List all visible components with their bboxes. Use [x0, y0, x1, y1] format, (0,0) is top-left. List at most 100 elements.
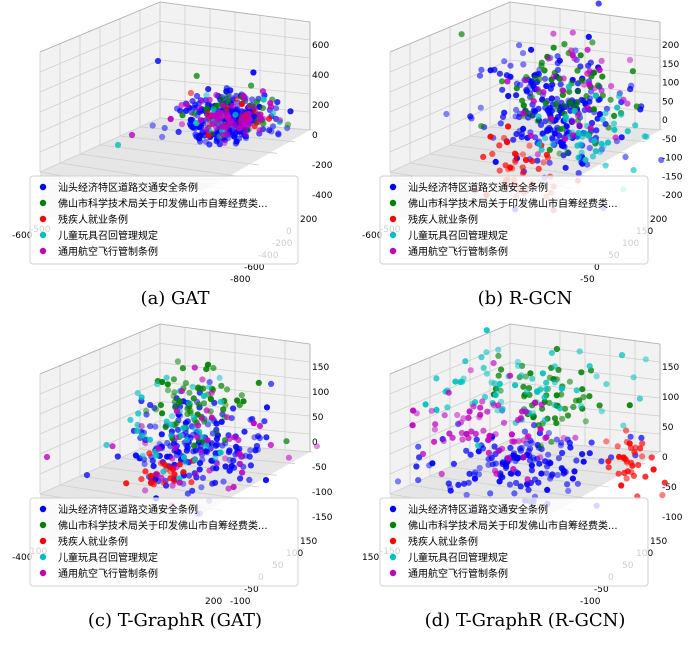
depth-tick-label: 200	[650, 215, 667, 225]
data-point	[574, 480, 581, 487]
data-point	[546, 159, 553, 166]
data-point	[465, 479, 472, 486]
data-point	[463, 491, 470, 499]
box-edge	[389, 1, 661, 53]
data-point	[203, 126, 210, 133]
legend-label: 汕头经济特区道路交通安全条例	[58, 503, 198, 516]
depth-tick-label: 150	[300, 537, 317, 547]
data-point	[199, 98, 206, 105]
data-point	[560, 434, 567, 442]
data-point	[460, 415, 467, 422]
data-point	[149, 122, 156, 129]
data-point	[516, 42, 523, 49]
box-edge	[389, 323, 661, 375]
data-point	[483, 327, 490, 334]
data-point	[283, 438, 290, 445]
data-point	[206, 384, 213, 391]
data-point	[268, 103, 275, 110]
data-point	[134, 427, 141, 434]
data-point	[553, 420, 560, 427]
data-point	[569, 52, 576, 59]
data-point	[184, 490, 191, 497]
data-point	[169, 482, 176, 489]
data-point	[561, 143, 568, 150]
data-point	[513, 479, 520, 487]
data-point	[138, 394, 145, 401]
data-point	[245, 110, 252, 117]
data-point	[549, 81, 556, 88]
grid-line	[389, 420, 511, 475]
data-point	[141, 460, 148, 468]
data-point	[548, 438, 555, 445]
data-point	[632, 444, 639, 451]
data-point	[270, 110, 277, 117]
data-point	[499, 405, 506, 413]
data-point	[494, 407, 501, 414]
data-point	[575, 133, 582, 140]
data-point	[540, 89, 547, 96]
data-point	[218, 123, 225, 130]
legend-marker	[389, 215, 397, 223]
data-point	[544, 463, 551, 470]
chart-panel: 150100500-50-100-150150100500-50-100-400…	[12, 323, 333, 631]
data-point	[501, 58, 508, 65]
data-point	[458, 31, 465, 38]
data-point	[480, 153, 487, 160]
data-point	[507, 62, 514, 69]
data-point	[594, 115, 601, 122]
data-point	[558, 99, 565, 106]
data-point	[528, 112, 535, 119]
data-point	[174, 358, 181, 365]
data-point	[638, 434, 645, 441]
data-point	[217, 449, 224, 456]
data-point	[553, 100, 560, 107]
legend-marker	[389, 247, 397, 255]
data-point	[578, 149, 585, 156]
data-point	[210, 365, 217, 372]
grid-line	[39, 439, 161, 495]
data-point	[489, 150, 496, 157]
data-point	[519, 50, 527, 57]
data-point	[521, 428, 528, 435]
data-point	[524, 476, 531, 483]
data-point	[458, 429, 465, 437]
data-point	[463, 447, 470, 454]
data-point	[598, 87, 605, 94]
data-point	[615, 470, 622, 477]
data-point	[219, 102, 226, 109]
data-point	[178, 101, 185, 109]
data-point	[221, 139, 228, 147]
data-point	[560, 75, 567, 82]
data-point	[511, 490, 518, 497]
data-point	[212, 112, 219, 119]
data-point	[168, 421, 175, 428]
data-point	[518, 134, 525, 141]
data-point	[251, 123, 258, 130]
data-point	[440, 437, 447, 445]
data-point	[419, 450, 427, 458]
data-point	[581, 81, 588, 88]
data-point	[491, 443, 498, 450]
data-point	[195, 422, 202, 429]
data-point	[250, 420, 257, 427]
data-point	[579, 451, 586, 458]
z-tick-label: 50	[312, 413, 324, 423]
data-point	[204, 437, 211, 444]
data-point	[541, 67, 548, 74]
data-point	[498, 366, 505, 373]
data-point	[528, 46, 535, 53]
data-point	[203, 407, 210, 414]
data-point	[230, 457, 237, 464]
data-point	[513, 152, 520, 159]
data-point	[496, 70, 503, 77]
data-point	[182, 459, 189, 466]
data-point	[526, 452, 533, 459]
legend-label: 佛山市科学技术局关于印发佛山市自筹经费类...	[408, 197, 618, 210]
data-point	[569, 29, 576, 36]
depth-tick-label: -100	[580, 597, 601, 607]
data-point	[574, 88, 581, 95]
grid-line	[99, 144, 260, 166]
data-point	[189, 98, 196, 105]
data-point	[449, 434, 456, 441]
